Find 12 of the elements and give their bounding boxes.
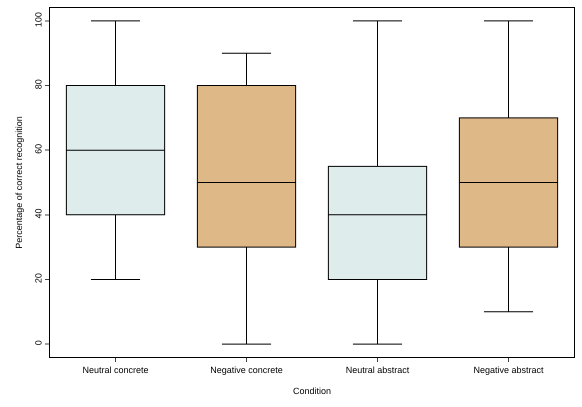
y-tick-label: 0 — [33, 340, 44, 346]
x-tick-label: Negative abstract — [473, 364, 544, 375]
y-tick-label: 60 — [33, 144, 44, 154]
y-axis-title: Percentage of correct recognition — [14, 116, 24, 249]
y-tick-label: 20 — [33, 273, 44, 284]
y-tick-label: 100 — [33, 12, 44, 28]
x-axis-title: Condition — [292, 386, 332, 396]
x-tick-label: Neutral concrete — [82, 364, 149, 375]
x-tick-label: Negative concrete — [210, 364, 283, 375]
x-tick-label: Neutral abstract — [346, 364, 410, 375]
y-tick-label: 40 — [33, 208, 44, 218]
y-tick-label: 80 — [33, 79, 44, 90]
